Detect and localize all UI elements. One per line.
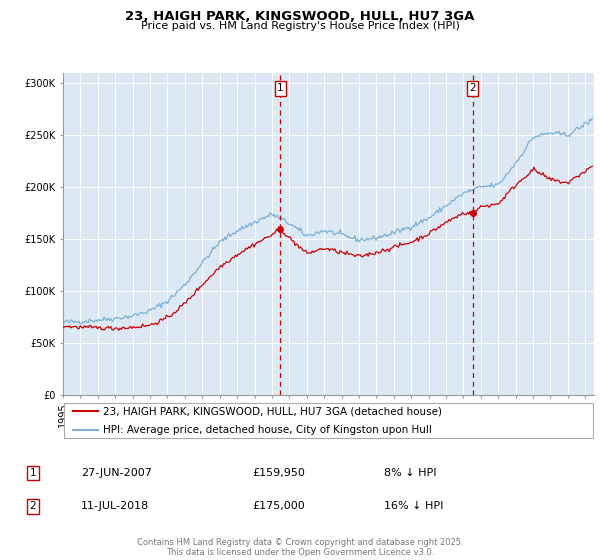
Text: 23, HAIGH PARK, KINGSWOOD, HULL, HU7 3GA (detached house): 23, HAIGH PARK, KINGSWOOD, HULL, HU7 3GA… [103,407,442,417]
Text: 2: 2 [469,83,476,94]
Text: 11-JUL-2018: 11-JUL-2018 [81,501,149,511]
Text: 2: 2 [29,501,37,511]
Text: 1: 1 [277,83,284,94]
Text: HPI: Average price, detached house, City of Kingston upon Hull: HPI: Average price, detached house, City… [103,424,432,435]
Text: 27-JUN-2007: 27-JUN-2007 [81,468,152,478]
Text: 8% ↓ HPI: 8% ↓ HPI [384,468,437,478]
Text: Price paid vs. HM Land Registry's House Price Index (HPI): Price paid vs. HM Land Registry's House … [140,21,460,31]
Text: 16% ↓ HPI: 16% ↓ HPI [384,501,443,511]
FancyBboxPatch shape [64,403,593,438]
Text: Contains HM Land Registry data © Crown copyright and database right 2025.
This d: Contains HM Land Registry data © Crown c… [137,538,463,557]
Text: 1: 1 [29,468,37,478]
Text: 23, HAIGH PARK, KINGSWOOD, HULL, HU7 3GA: 23, HAIGH PARK, KINGSWOOD, HULL, HU7 3GA [125,10,475,23]
Text: £159,950: £159,950 [252,468,305,478]
Text: £175,000: £175,000 [252,501,305,511]
